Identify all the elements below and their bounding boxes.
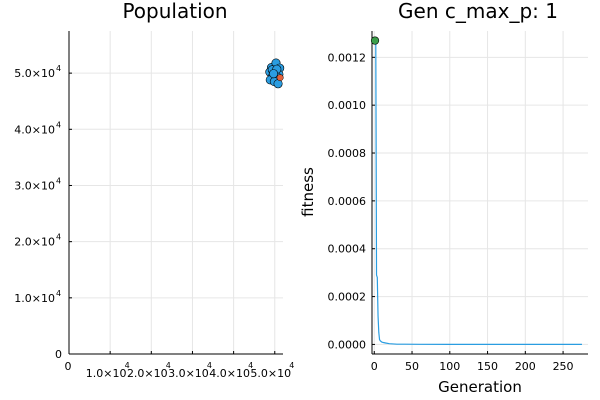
population-y-tick-exponent: 4 (56, 176, 61, 185)
population-x-tick-label: 2.0×10 (127, 367, 168, 380)
fitness-x-tick-label: 250 (553, 360, 574, 373)
population-y-tick-label: 3.0×10 (14, 179, 55, 192)
population-point (269, 69, 279, 79)
population-y-tick-label: 0 (55, 348, 62, 361)
fitness-x-ticks: 0 50 100 150 200 250 (371, 351, 574, 373)
population-y-tick-exponent: 4 (56, 233, 61, 242)
population-panel: Population 01.0×1042.0×1043.0×1044.0×104… (14, 0, 294, 380)
fitness-y-tick-label: 0.0012 (328, 51, 367, 64)
population-x-tick-label: 0 (65, 360, 72, 373)
population-y-tick-label: 4.0×10 (14, 123, 55, 136)
fitness-y-tick-label: 0.0006 (328, 195, 367, 208)
fitness-y-tick-label: 0.0008 (328, 147, 367, 160)
fitness-title: Gen c_max_p: 1 (398, 0, 558, 23)
fitness-y-ticks: 0.0000 0.0002 0.0004 0.0006 0.0008 0.0010 0.00… (328, 51, 375, 351)
fitness-best-point (370, 36, 380, 45)
population-grid (69, 31, 283, 354)
fitness-line (375, 39, 582, 346)
population-x-tick-label: 1.0×10 (86, 367, 127, 380)
population-points (265, 58, 285, 89)
fitness-grid (372, 31, 588, 354)
population-x-tick-exponent: 4 (166, 361, 171, 370)
fitness-x-tick-label: 150 (477, 360, 498, 373)
population-highlight-point (276, 74, 284, 82)
fitness-x-tick-label: 50 (405, 360, 419, 373)
fitness-y-tick-label: 0.0010 (328, 99, 367, 112)
fitness-y-tick-label: 0.0000 (328, 338, 367, 351)
fitness-best-marker (370, 36, 380, 45)
fitness-panel: Gen c_max_p: 1 0 50 100 150 200 250 0.00000.0… (299, 0, 588, 396)
population-y-tick-exponent: 4 (56, 289, 61, 298)
population-x-tick-exponent: 4 (289, 361, 294, 370)
population-x-tick-label: 5.0×10 (250, 367, 291, 380)
population-y-tick-exponent: 4 (56, 120, 61, 129)
population-title: Population (122, 0, 227, 23)
population-x-tick-exponent: 4 (207, 361, 212, 370)
population-x-tick-label: 4.0×10 (209, 367, 250, 380)
fitness-y-tick-label: 0.0002 (328, 291, 367, 304)
population-y-tick-label: 5.0×10 (14, 67, 55, 80)
fitness-y-label: fitness (299, 167, 317, 217)
population-y-ticks: 01.0×10 42.0×10 43.0×10 44.0×10 45.0×10 4 (14, 64, 72, 361)
fitness-y-tick-label: 0.0004 (328, 243, 367, 256)
fitness-x-label: Generation (438, 378, 522, 396)
population-y-tick-label: 1.0×10 (14, 292, 55, 305)
population-x-tick-label: 3.0×10 (168, 367, 209, 380)
fitness-x-tick-label: 0 (371, 360, 378, 373)
population-x-tick-exponent: 4 (248, 361, 253, 370)
population-y-tick-label: 2.0×10 (14, 236, 55, 249)
population-y-tick-exponent: 4 (56, 64, 61, 73)
population-x-tick-exponent: 4 (125, 361, 130, 370)
fitness-x-tick-label: 100 (439, 360, 460, 373)
fitness-x-tick-label: 200 (515, 360, 536, 373)
